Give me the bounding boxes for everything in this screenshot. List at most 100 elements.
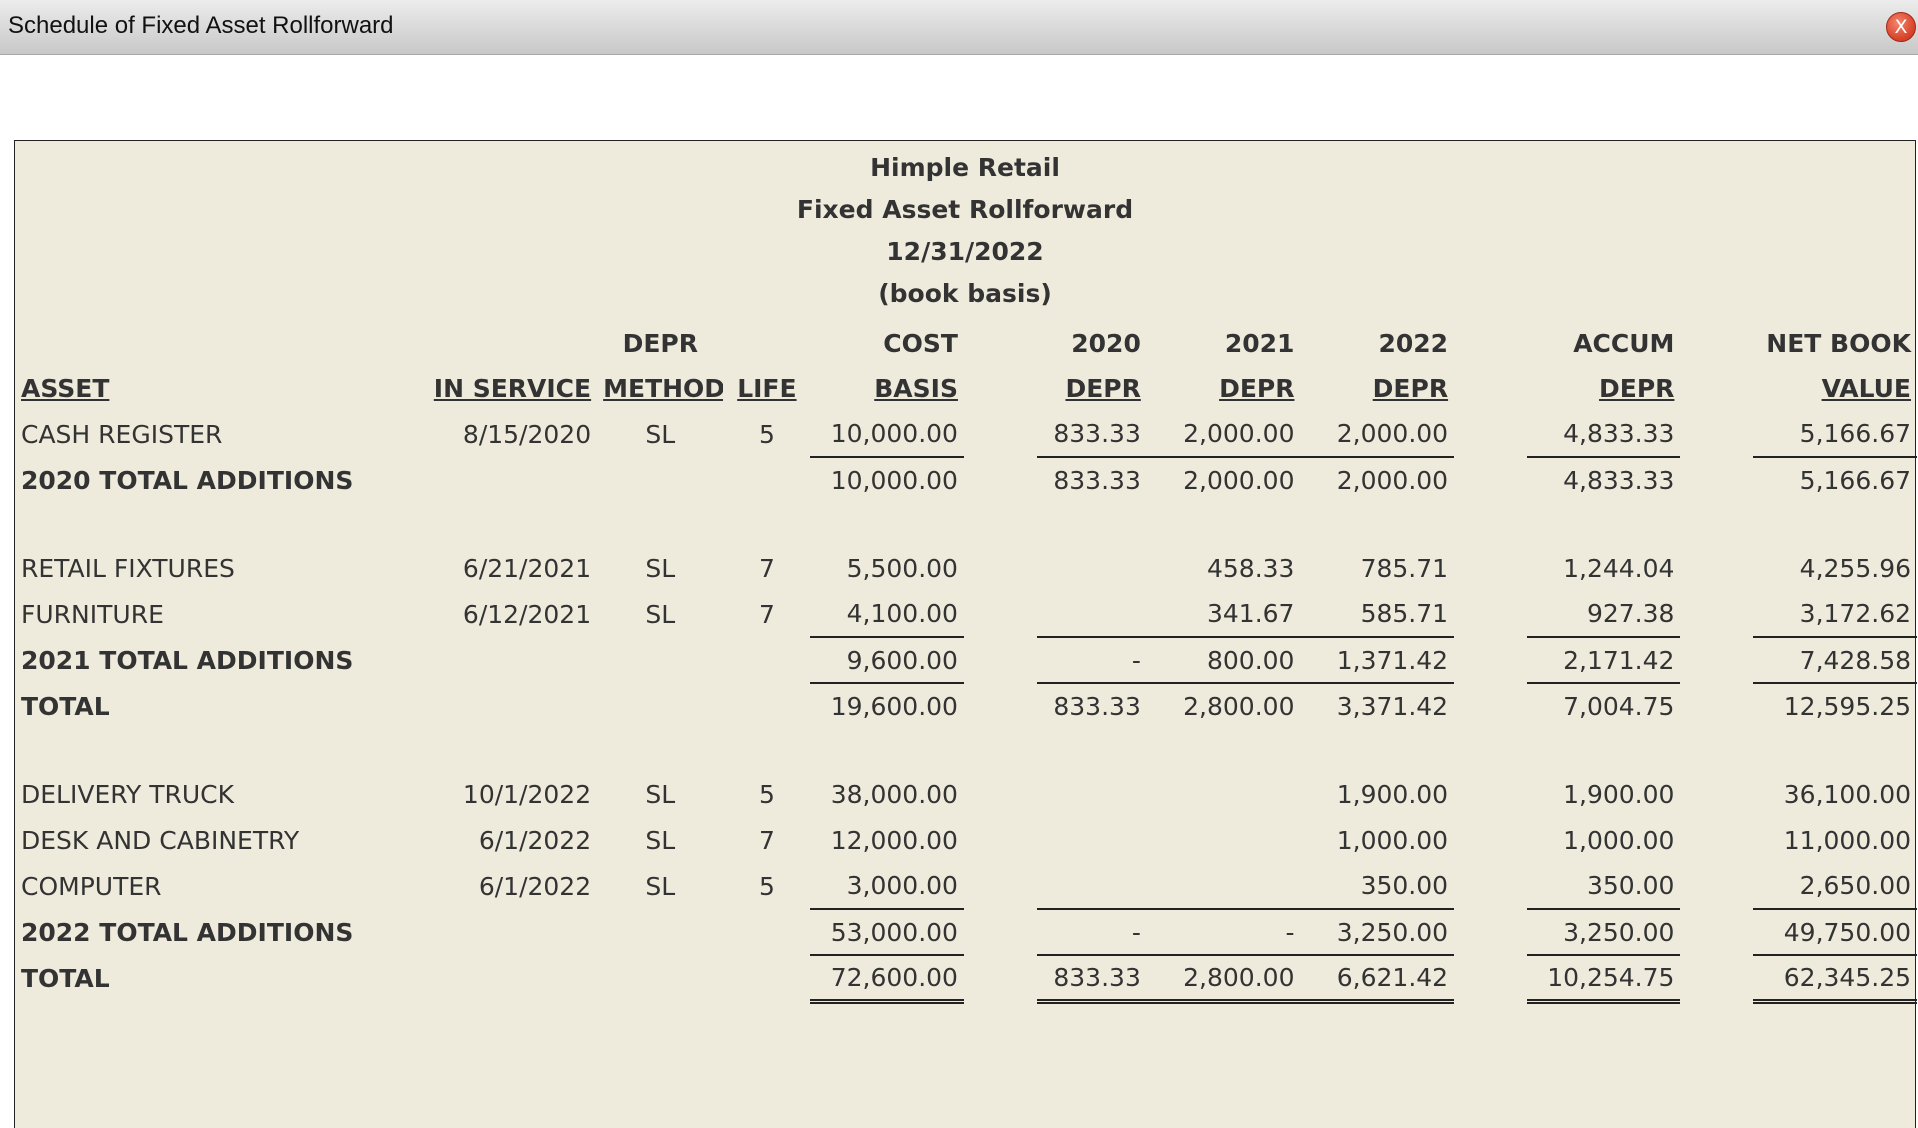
- method-cell: SL: [645, 779, 676, 809]
- column-gap: [964, 365, 1037, 411]
- column-header-d2022-top: 2022: [1378, 328, 1449, 358]
- column-gap: [964, 545, 1037, 591]
- column-gap: [1680, 411, 1753, 457]
- empty-cell: [597, 955, 723, 1001]
- subtotal-row: 2020 TOTAL ADDITIONS 10,000.00 833.33 2,000…: [15, 456, 1917, 503]
- d2020-cell: 833.33: [1036, 456, 1147, 503]
- fixed-asset-table: DEPR COST 2020 2021 2022 ACCUM NET BOOK ASSET IN…: [15, 321, 1917, 1004]
- d2022-cell: 3,250.00: [1300, 908, 1455, 955]
- cost-cell: 3,000.00: [846, 871, 958, 900]
- asset-row: DELIVERY TRUCK 10/1/2022 SL 5 38,000.00 1,900…: [15, 771, 1917, 817]
- d2021-cell: [1147, 817, 1301, 863]
- column-gap: [1680, 637, 1753, 683]
- column-header-d2021-top: 2021: [1224, 328, 1295, 358]
- asset-row: RETAIL FIXTURES 6/21/2021 SL 7 5,500.00 458.3…: [15, 545, 1917, 591]
- nbv-cell: 62,345.25: [1753, 954, 1917, 1004]
- nbv-cell: 5,166.67: [1799, 419, 1911, 448]
- cost-cell: 38,000.00: [830, 779, 958, 809]
- life-cell: 7: [758, 553, 775, 583]
- accum-cell: 1,000.00: [1563, 825, 1675, 855]
- report-basis: (book basis): [878, 279, 1052, 308]
- column-gap: [1454, 637, 1527, 683]
- column-gap: [1454, 591, 1527, 637]
- column-gap: [964, 457, 1037, 503]
- cost-cell: 10,000.00: [810, 456, 964, 503]
- nbv-cell: 2,650.00: [1799, 871, 1911, 900]
- grandtotal-row: TOTAL 72,600.00 833.33 2,800.00 6,621.42 10,2…: [15, 954, 1917, 1004]
- column-gap: [1680, 591, 1753, 637]
- accum-cell: 350.00: [1586, 871, 1675, 900]
- empty-cell: [723, 955, 810, 1001]
- empty-cell: [723, 909, 810, 955]
- close-button[interactable]: X: [1886, 12, 1916, 42]
- nbv-cell: 5,166.67: [1753, 456, 1917, 503]
- column-gap: [1454, 909, 1527, 955]
- column-header-accum-top: ACCUM: [1573, 328, 1675, 358]
- in_service-cell: 6/1/2022: [478, 871, 592, 901]
- column-gap: [1680, 321, 1753, 365]
- asset-name: DESK AND CABINETRY: [21, 825, 300, 855]
- asset-row: FURNITURE 6/12/2021 SL 7 4,100.00 341.67 585.7…: [15, 591, 1917, 637]
- asset-row: COMPUTER 6/1/2022 SL 5 3,000.00 350.00 350.00 2…: [15, 863, 1917, 909]
- in_service-cell: 8/15/2020: [462, 419, 592, 449]
- life-cell: 5: [758, 419, 775, 449]
- column-gap: [1680, 545, 1753, 591]
- column-gap: [1454, 817, 1527, 863]
- window-titlebar: Schedule of Fixed Asset Rollforward X: [0, 0, 1918, 55]
- method-cell: SL: [645, 419, 676, 449]
- column-gap: [1680, 771, 1753, 817]
- column-header-cost-top: COST: [883, 328, 958, 358]
- d2022-cell: 1,000.00: [1336, 825, 1449, 855]
- column-header-cost: BASIS: [874, 373, 958, 403]
- accum-cell: 4,833.33: [1526, 456, 1681, 503]
- empty-cell: [597, 637, 723, 683]
- column-gap: [1680, 365, 1753, 411]
- cost-cell: 72,600.00: [810, 954, 964, 1004]
- in_service-cell: 6/21/2021: [462, 553, 592, 583]
- d2020-cell: -: [1036, 908, 1147, 955]
- column-header-nbv-top: NET BOOK: [1766, 328, 1911, 358]
- in_service-cell: 6/1/2022: [478, 825, 592, 855]
- empty-cell: [399, 909, 597, 955]
- column-gap: [964, 683, 1037, 729]
- column-gap: [964, 955, 1037, 1001]
- asset-name: 2020 TOTAL ADDITIONS: [21, 465, 354, 495]
- d2020-cell: [1037, 817, 1147, 863]
- method-cell: SL: [645, 553, 676, 583]
- column-header-accum: DEPR: [1599, 373, 1675, 403]
- d2020-cell: -: [1036, 636, 1147, 683]
- life-cell: 5: [758, 871, 775, 901]
- d2022-cell: 1,371.42: [1300, 636, 1455, 683]
- column-header-method-top: DEPR: [622, 328, 698, 358]
- spacer-row: [15, 729, 1917, 771]
- d2020-cell: [1037, 863, 1147, 909]
- column-gap: [1454, 545, 1527, 591]
- report-panel: Himple Retail Fixed Asset Rollforward 12…: [14, 140, 1917, 1128]
- column-gap: [1454, 457, 1527, 503]
- d2022-cell: 6,621.42: [1300, 954, 1455, 1004]
- column-gap: [1680, 955, 1753, 1001]
- d2020-cell: [1037, 545, 1147, 591]
- life-cell: 5: [758, 779, 775, 809]
- window-title: Schedule of Fixed Asset Rollforward: [8, 12, 394, 39]
- column-gap: [964, 771, 1037, 817]
- report-title: Fixed Asset Rollforward: [796, 195, 1134, 224]
- d2022-cell: 1,900.00: [1336, 779, 1449, 809]
- d2021-cell: 458.33: [1206, 553, 1295, 583]
- d2022-cell: 350.00: [1360, 871, 1449, 900]
- asset-name: RETAIL FIXTURES: [21, 553, 235, 583]
- column-gap: [1680, 863, 1753, 909]
- empty-cell: [399, 457, 597, 503]
- asset-row: CASH REGISTER 8/15/2020 SL 5 10,000.00 833.33…: [15, 411, 1917, 457]
- cost-cell: 5,500.00: [846, 553, 958, 583]
- accum-cell: 7,004.75: [1526, 682, 1681, 729]
- header-row-top: DEPR COST 2020 2021 2022 ACCUM NET BOOK: [15, 321, 1917, 365]
- spacer-row: [15, 503, 1917, 545]
- cost-cell: 53,000.00: [810, 908, 964, 955]
- nbv-cell: 4,255.96: [1799, 553, 1911, 583]
- asset-row: DESK AND CABINETRY 6/1/2022 SL 7 12,000.00 1,…: [15, 817, 1917, 863]
- asset-name: CASH REGISTER: [21, 419, 223, 449]
- nbv-cell: 7,428.58: [1753, 636, 1917, 683]
- accum-cell: 1,900.00: [1563, 779, 1675, 809]
- in_service-cell: 6/12/2021: [462, 599, 592, 629]
